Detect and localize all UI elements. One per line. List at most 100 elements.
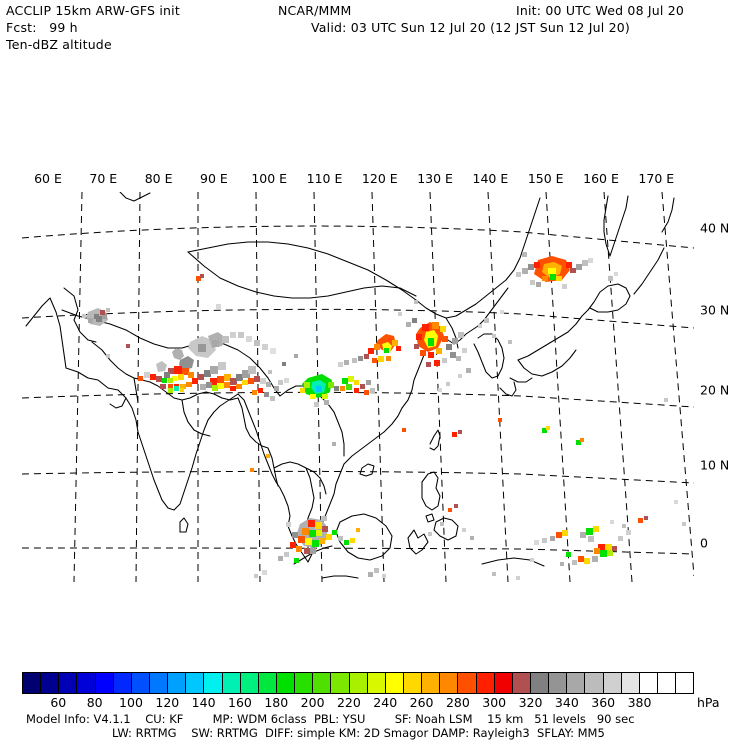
echo-cluster-arabian-sea (82, 308, 110, 323)
colorbar-tick-label: 180 (264, 695, 289, 710)
colorbar-swatch (422, 673, 441, 693)
colorbar-tick-label: 280 (445, 695, 470, 710)
colorbar-tick-label: 380 (627, 695, 652, 710)
colorbar-swatch (149, 673, 169, 693)
colorbar-swatch (131, 673, 150, 693)
colorbar-swatch (204, 673, 223, 693)
echo-cluster-equatorial-south (254, 568, 520, 580)
echo-scattered-japan (398, 300, 512, 392)
colorbar-tick-label: 360 (591, 695, 616, 710)
colorbar-swatch (585, 673, 604, 693)
lon-tick-label: 130 E (417, 171, 453, 186)
colorbar-swatch (549, 673, 568, 693)
colorbar-swatch (567, 673, 586, 693)
colorbar-swatches (22, 672, 694, 694)
colorbar-swatch (77, 673, 96, 693)
graticule (22, 192, 694, 582)
colorbar-unit-label: hPa (697, 695, 720, 710)
colorbar-swatch (168, 673, 187, 693)
colorbar-tick-label: 300 (482, 695, 507, 710)
colorbar-swatch (476, 673, 495, 693)
echo-cluster-west-pacific (530, 500, 686, 566)
echo-cluster-south-china (300, 374, 375, 407)
colorbar-swatch (494, 673, 513, 693)
lon-tick-label: 100 E (251, 171, 288, 186)
init-time: Init: 00 UTC Wed 08 Jul 20 (516, 3, 685, 18)
echo-cluster-borneo (278, 516, 360, 563)
colorbar-swatch (440, 673, 459, 693)
colorbar (22, 672, 694, 694)
echo-cluster-korea-yellow-sea (406, 318, 467, 367)
colorbar-tick-label: 320 (518, 695, 543, 710)
lon-tick-label: 150 E (527, 171, 564, 186)
colorbar-tick-label: 200 (300, 695, 325, 710)
colorbar-swatch (95, 673, 114, 693)
colorbar-tick-label: 220 (336, 695, 361, 710)
lon-tick-label: 70 E (89, 171, 118, 186)
echo-cluster-northern-japan (516, 252, 618, 289)
colorbar-tick-label: 160 (228, 695, 252, 710)
colorbar-swatch (222, 673, 241, 693)
field-name: Ten-dBZ altitude (6, 37, 112, 52)
lat-tick-label: 40 N (700, 220, 730, 236)
forecast-hour: Fcst: 99 h (6, 20, 78, 35)
colorbar-swatch (113, 673, 132, 693)
colorbar-tick-label: 120 (155, 695, 180, 710)
lon-tick-label: 80 E (144, 171, 173, 186)
colorbar-tick-label: 260 (409, 695, 434, 710)
colorbar-tick-label: 240 (373, 695, 398, 710)
echo-cluster-tibetan-plateau (86, 274, 276, 358)
reflectivity-echoes (82, 252, 686, 580)
colorbar-swatch (621, 673, 640, 693)
colorbar-swatch (295, 673, 314, 693)
colorbar-swatch (186, 673, 205, 693)
colorbar-swatch (276, 673, 296, 693)
colorbar-tick-labels: 60 80 100 120 140 160 180 200 220 240 260 280 300 320… (22, 695, 694, 711)
lon-tick-label: 160 E (583, 171, 619, 186)
lon-tick-label: 140 E (472, 171, 509, 186)
lon-tick-label: 90 E (200, 171, 228, 186)
colorbar-tick-label: 80 (86, 695, 103, 710)
model-info-line-1: Model Info: V4.1.1 CU: KF MP: WDM 6class… (26, 712, 635, 726)
colorbar-tick-label: 140 (191, 695, 216, 710)
colorbar-swatch (603, 673, 622, 693)
colorbar-swatch (331, 673, 350, 693)
lat-tick-label: 0 (700, 535, 708, 551)
echo-cluster-central-india (200, 366, 260, 391)
colorbar-swatch (41, 673, 60, 693)
colorbar-swatch (240, 673, 259, 693)
lon-tick-label: 110 E (306, 171, 343, 186)
colorbar-tick-label: 100 (119, 695, 143, 710)
lon-tick-label: 120 E (361, 171, 398, 186)
colorbar-swatch (403, 673, 423, 693)
reflectivity-map (22, 192, 694, 582)
colorbar-swatch (59, 673, 78, 693)
echo-cluster-bengal (252, 378, 289, 401)
lat-tick-label: 30 N (700, 302, 730, 318)
lat-tick-label: 20 N (700, 382, 730, 398)
lat-tick-label: 10 N (700, 457, 730, 473)
lon-tick-label: 170 E (638, 171, 675, 186)
colorbar-swatch (367, 673, 386, 693)
echo-cluster-philippine-sea (168, 386, 184, 393)
echo-isolated-small (106, 344, 668, 472)
echo-cluster-himalaya (138, 348, 226, 389)
longitude-axis: 60 E 70 E 80 E 90 E 100 E 110 E 120 E 130 E 140 … (22, 171, 694, 189)
colorbar-swatch (349, 673, 368, 693)
latitude-axis: 40 N 30 N 20 N 10 N 0 (700, 192, 740, 582)
colorbar-tick-label: 60 (50, 695, 67, 710)
colorbar-swatch (385, 673, 404, 693)
colorbar-swatch (458, 673, 477, 693)
echo-cluster-yangtze (338, 334, 401, 367)
colorbar-swatch (530, 673, 550, 693)
colorbar-swatch (512, 673, 531, 693)
lon-tick-label: 60 E (34, 171, 62, 186)
colorbar-swatch (313, 673, 332, 693)
colorbar-swatch (657, 673, 677, 693)
colorbar-swatch (23, 673, 42, 693)
model-title: ACCLIP 15km ARW-GFS init (6, 3, 180, 18)
colorbar-swatch (258, 673, 277, 693)
colorbar-swatch (639, 673, 658, 693)
producing-center: NCAR/MMM (278, 3, 352, 18)
model-info-line-2: LW: RRTMG SW: RRTMG DIFF: simple KM: 2D … (112, 726, 605, 740)
